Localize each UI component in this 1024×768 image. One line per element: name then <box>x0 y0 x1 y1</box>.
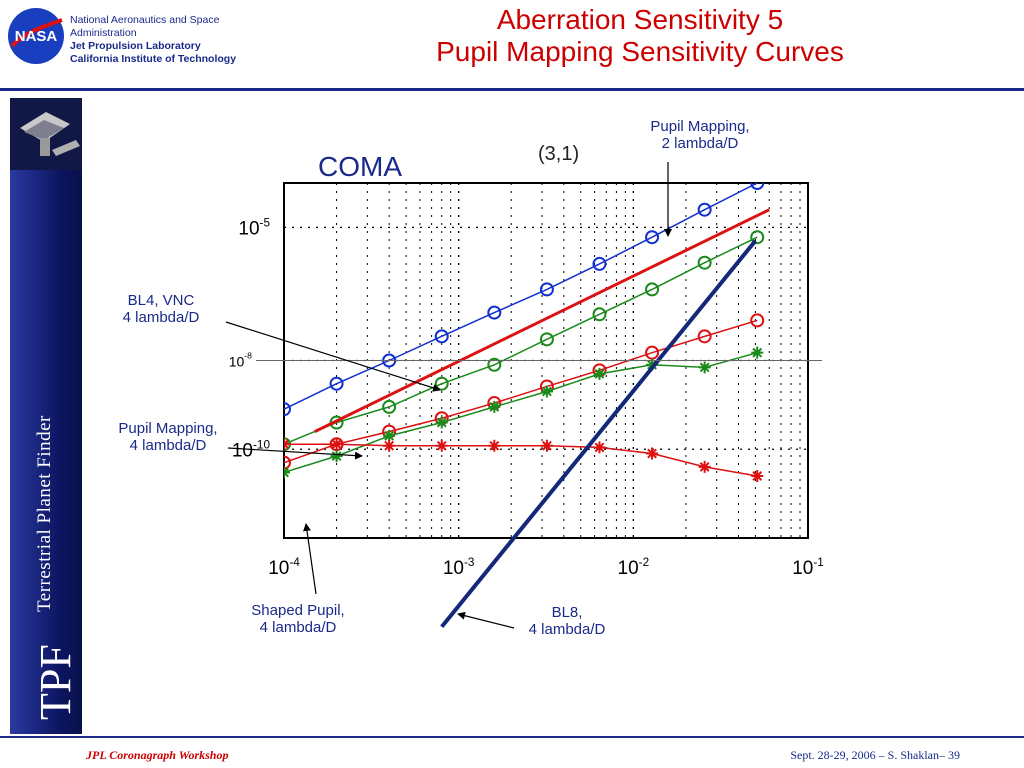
footer-workshop: JPL Coronagraph Workshop <box>86 748 229 762</box>
data-point-green_star <box>330 450 343 463</box>
data-point-red_star <box>751 469 764 482</box>
data-point-green_star <box>540 385 553 398</box>
series-line-green_o <box>284 236 758 445</box>
data-point-red_star <box>540 439 553 452</box>
x-tick-label: 10-4 <box>268 556 300 579</box>
data-point-blue_o <box>329 376 344 391</box>
header-divider <box>0 88 1024 91</box>
nasa-logo: NASA <box>8 8 64 64</box>
sp-label: Shaped Pupil, 4 lambda/D <box>251 602 345 636</box>
data-point-green_o <box>487 357 502 372</box>
data-point-green_o <box>592 307 607 322</box>
y-tick-label: 10-10 <box>232 438 271 461</box>
data-point-red_star <box>383 439 396 452</box>
series-line-red_o <box>284 319 758 464</box>
data-point-red_star <box>488 439 501 452</box>
pm2-label: Pupil Mapping, 2 lambda/D <box>650 118 750 152</box>
data-point-green_o <box>750 230 765 245</box>
data-point-red_o <box>284 455 291 470</box>
data-point-green_star <box>488 400 501 413</box>
data-point-red_o <box>697 329 712 344</box>
data-point-green_o <box>697 255 712 270</box>
sidebar-band <box>10 98 82 734</box>
data-point-green_o <box>645 282 660 297</box>
satellite-image <box>10 98 82 170</box>
mode-label: (3,1) <box>538 143 580 165</box>
series-line-green_star <box>284 351 758 474</box>
nasa-logo-text: NASA <box>15 28 58 45</box>
y-tick-label: 10-8 <box>229 351 252 370</box>
footer-date-author: Sept. 28-29, 2006 – S. Shaklan– 39 <box>790 748 960 762</box>
series-line-navy_line <box>440 239 757 629</box>
data-point-red_star <box>593 441 606 454</box>
data-point-red_o <box>750 313 765 328</box>
pm4-label: Pupil Mapping, 4 lambda/D <box>118 420 218 454</box>
org-line2: Administration <box>70 27 137 39</box>
org-block: National Aeronautics and Space Administr… <box>70 14 236 66</box>
x-tick-label: 10-2 <box>618 556 650 579</box>
data-point-green_o <box>434 376 449 391</box>
bl4-label: BL4, VNC 4 lambda/D <box>122 292 200 326</box>
arrow-pm4 <box>227 447 363 460</box>
data-point-red_star <box>646 447 659 460</box>
data-point-blue_o <box>539 282 554 297</box>
footer-divider <box>0 736 1024 738</box>
coma-label: COMA <box>318 151 402 182</box>
x-tick-label: 10-3 <box>443 556 475 579</box>
inst-name: California Institute of Technology <box>70 53 237 65</box>
data-point-green_o <box>539 332 554 347</box>
data-point-red_star <box>698 460 711 473</box>
data-point-green_star <box>751 346 764 359</box>
page-title: Aberration Sensitivity 5 Pupil Mapping S… <box>330 4 950 68</box>
data-point-green_star <box>383 429 396 442</box>
data-point-blue_o <box>750 183 765 190</box>
data-point-red_star <box>435 439 448 452</box>
title-line2: Pupil Mapping Sensitivity Curves <box>436 36 844 67</box>
arrow-bl4 <box>225 321 441 392</box>
title-line1: Aberration Sensitivity 5 <box>496 4 784 35</box>
data-point-blue_o <box>645 230 660 245</box>
data-point-green_star <box>698 361 711 374</box>
data-point-blue_o <box>434 329 449 344</box>
lab-name: Jet Propulsion Laboratory <box>70 40 201 52</box>
series-line-red_line <box>314 208 770 433</box>
data-point-red_star <box>330 438 343 451</box>
data-point-green_star <box>593 367 606 380</box>
data-point-blue_o <box>697 202 712 217</box>
x-tick-label: 10-1 <box>792 556 824 579</box>
annotation-arrows <box>225 162 672 629</box>
y-tick-label: 10-5 <box>238 216 270 239</box>
arrow-sp <box>303 523 317 595</box>
data-point-green_o <box>382 399 397 414</box>
data-point-blue_o <box>592 256 607 271</box>
org-line1: National Aeronautics and Space <box>70 14 220 26</box>
bl8-label: BL8, 4 lambda/D <box>528 604 606 638</box>
series-line-blue_o <box>284 183 758 410</box>
arrow-bl8 <box>457 611 515 629</box>
data-point-blue_o <box>284 402 291 417</box>
data-point-blue_o <box>487 305 502 320</box>
data-point-red_o <box>645 345 660 360</box>
series-line-red_star <box>284 443 758 477</box>
data-point-green_star <box>435 416 448 429</box>
